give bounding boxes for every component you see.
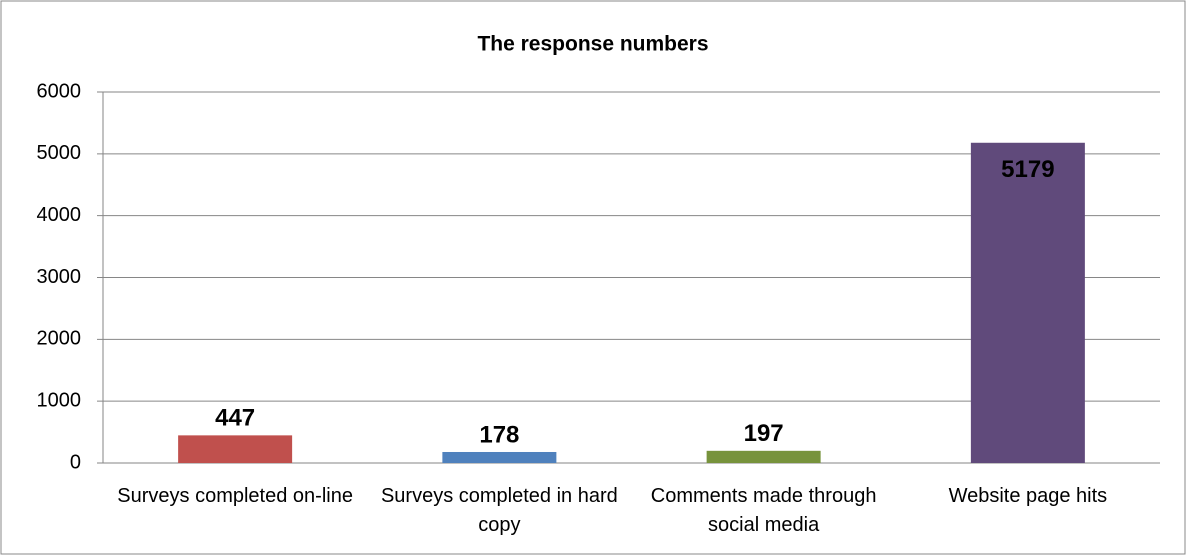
y-tick-label: 4000	[37, 204, 82, 226]
y-tick-label: 3000	[37, 266, 82, 288]
y-tick-label: 2000	[37, 328, 82, 350]
y-tick-label: 1000	[37, 389, 82, 411]
x-tick-label: Surveys completed in hard copy	[380, 485, 618, 536]
data-label: 178	[479, 421, 519, 448]
data-label: 447	[215, 405, 255, 432]
x-tick-label: Comments made through social media	[650, 485, 877, 536]
y-tick-label: 0	[70, 451, 81, 473]
chart-title: The response numbers	[477, 33, 708, 56]
bar	[970, 142, 1085, 463]
x-tick-label: Surveys completed on-line	[117, 485, 353, 507]
data-label: 5179	[1001, 156, 1054, 183]
bar	[442, 451, 557, 463]
data-label: 197	[744, 420, 784, 447]
y-tick-label: 6000	[37, 80, 82, 102]
bar	[706, 450, 821, 463]
x-tick-label: Website page hits	[948, 485, 1108, 507]
bar	[178, 435, 293, 463]
y-tick-label: 5000	[37, 142, 82, 164]
